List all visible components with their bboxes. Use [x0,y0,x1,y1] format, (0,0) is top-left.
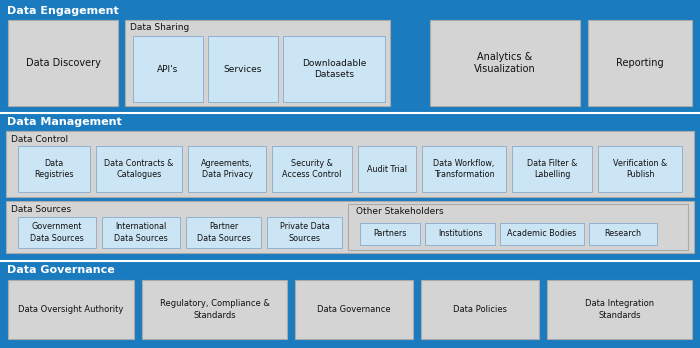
Text: Data Contracts &
Catalogues: Data Contracts & Catalogues [104,159,174,179]
Bar [18,217,96,248]
Bar [547,280,692,339]
Text: Agreements,
Data Privacy: Agreements, Data Privacy [202,159,253,179]
Text: Data Governance: Data Governance [317,305,391,314]
Text: Data Management: Data Management [7,117,122,127]
Text: Data Oversight Authority: Data Oversight Authority [18,305,124,314]
Bar [272,146,352,192]
Bar [512,146,592,192]
Bar [422,146,506,192]
Bar [348,204,688,250]
Bar [8,280,134,339]
Text: Institutions: Institutions [438,229,482,238]
Bar [188,146,266,192]
Bar [133,36,203,102]
Bar [283,36,385,102]
Text: Data Governance: Data Governance [7,265,115,275]
Text: Services: Services [224,64,262,73]
Bar [208,36,278,102]
Bar [6,201,694,253]
Text: Data Sharing: Data Sharing [130,24,189,32]
Text: Data Engagement: Data Engagement [7,6,119,16]
Text: Private Data
Sources: Private Data Sources [279,222,330,243]
Text: Reporting: Reporting [616,58,664,68]
Bar [6,131,694,197]
Text: Audit Trial: Audit Trial [367,165,407,174]
Text: Regulatory, Compliance &
Standards: Regulatory, Compliance & Standards [160,299,270,319]
Text: Research: Research [605,229,641,238]
Text: Data Discovery: Data Discovery [26,58,100,68]
Bar [102,217,180,248]
Text: Government
Data Sources: Government Data Sources [30,222,84,243]
Bar [430,20,580,106]
Text: API's: API's [158,64,178,73]
Text: Data Policies: Data Policies [453,305,507,314]
Text: Data Integration
Standards: Data Integration Standards [585,299,654,319]
Text: Academic Bodies: Academic Bodies [508,229,577,238]
Bar [0,2,700,110]
Text: Security &
Access Control: Security & Access Control [282,159,342,179]
Bar [589,223,657,245]
Text: Data Sources: Data Sources [11,205,71,214]
Text: Data Workflow,
Transformation: Data Workflow, Transformation [433,159,495,179]
Text: Partner
Data Sources: Partner Data Sources [197,222,251,243]
Bar [125,20,390,106]
Text: International
Data Sources: International Data Sources [114,222,168,243]
Text: Partners: Partners [373,229,407,238]
Bar [421,280,539,339]
Bar [360,223,420,245]
Text: Data Filter &
Labelling: Data Filter & Labelling [527,159,578,179]
Bar [0,261,700,346]
Bar [500,223,584,245]
Bar [0,113,700,257]
Text: Downloadable
Datasets: Downloadable Datasets [302,59,366,79]
Text: Data Control: Data Control [11,134,68,143]
Text: Data
Registries: Data Registries [34,159,74,179]
Bar [18,146,90,192]
Bar [598,146,682,192]
Bar [267,217,342,248]
Bar [295,280,413,339]
Bar [186,217,261,248]
Bar [8,20,118,106]
Text: Other Stakeholders: Other Stakeholders [356,207,444,216]
Bar [588,20,692,106]
Text: Analytics &
Visualization: Analytics & Visualization [474,52,536,74]
Text: Verification &
Publish: Verification & Publish [613,159,667,179]
Bar [358,146,416,192]
Bar [96,146,182,192]
Bar [425,223,495,245]
Bar [142,280,287,339]
